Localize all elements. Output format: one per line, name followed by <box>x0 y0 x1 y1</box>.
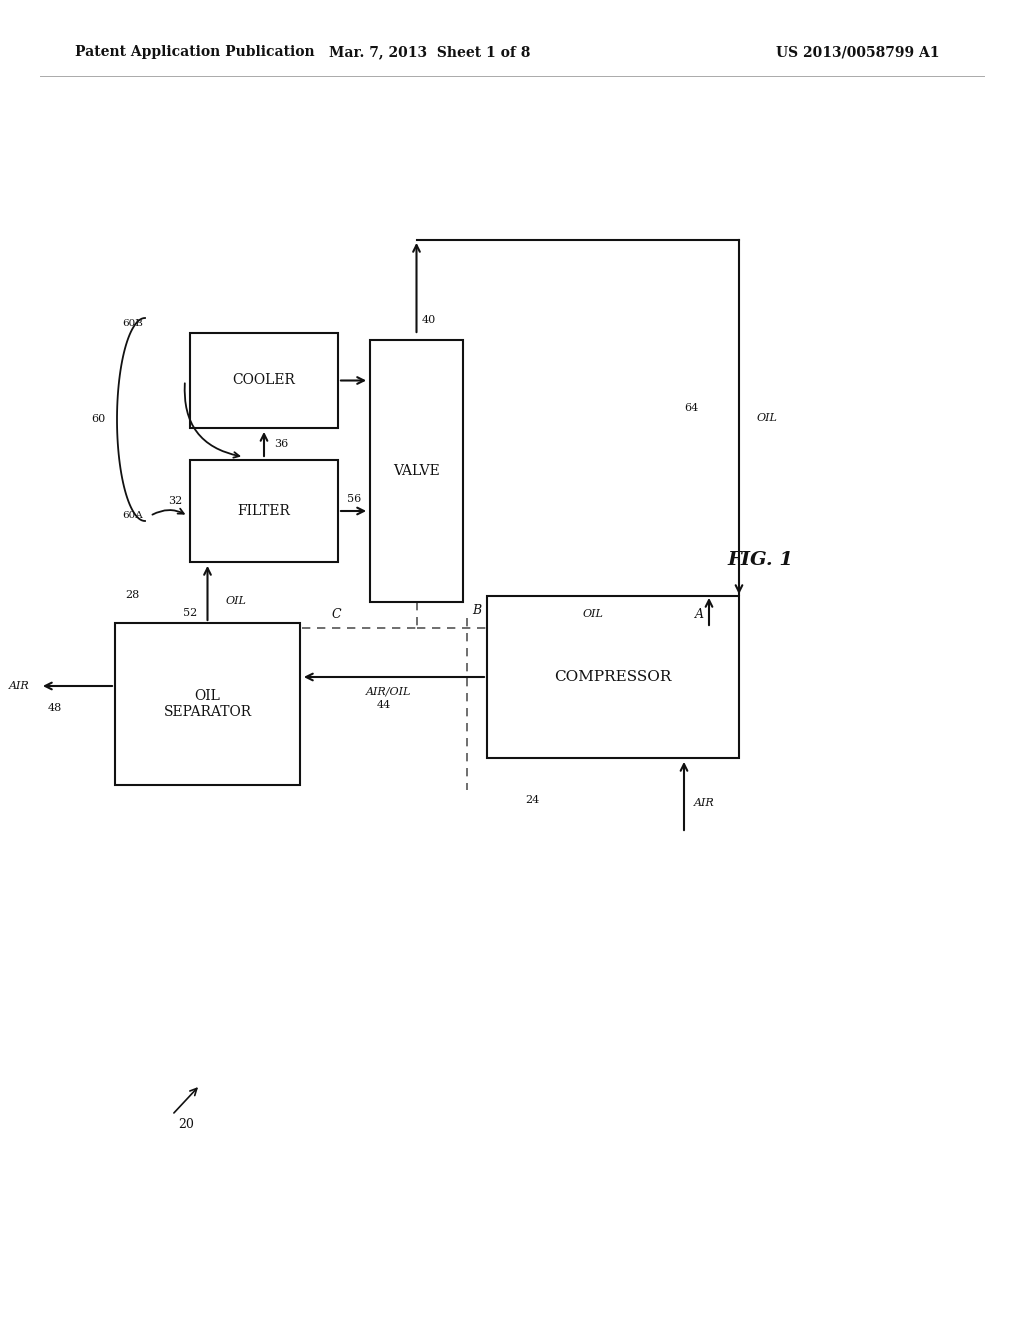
Text: 24: 24 <box>525 795 539 805</box>
Text: AIR/OIL: AIR/OIL <box>366 686 412 696</box>
Text: 20: 20 <box>178 1118 194 1131</box>
Text: 44: 44 <box>377 700 390 710</box>
Text: 52: 52 <box>182 609 197 618</box>
Text: A: A <box>695 607 705 620</box>
Text: AIR: AIR <box>694 799 715 808</box>
Text: 48: 48 <box>48 704 62 713</box>
Text: B: B <box>472 605 481 618</box>
Text: FIG. 1: FIG. 1 <box>727 550 793 569</box>
Text: US 2013/0058799 A1: US 2013/0058799 A1 <box>776 45 940 59</box>
FancyArrowPatch shape <box>153 508 183 515</box>
Text: FILTER: FILTER <box>238 504 291 517</box>
Bar <box>190 459 338 562</box>
Text: OIL
SEPARATOR: OIL SEPARATOR <box>164 689 252 719</box>
Text: OIL: OIL <box>583 609 603 619</box>
Text: AIR: AIR <box>9 681 30 690</box>
Text: Patent Application Publication: Patent Application Publication <box>75 45 314 59</box>
Text: VALVE: VALVE <box>393 465 440 478</box>
Text: 64: 64 <box>684 403 698 413</box>
Text: 32: 32 <box>168 496 182 506</box>
Bar <box>370 341 463 602</box>
FancyArrowPatch shape <box>184 383 240 458</box>
Text: OIL: OIL <box>225 597 247 606</box>
Text: C: C <box>332 607 342 620</box>
Text: COMPRESSOR: COMPRESSOR <box>554 671 672 684</box>
Text: COOLER: COOLER <box>232 374 296 388</box>
Bar <box>487 597 739 758</box>
Text: 60A: 60A <box>122 511 142 520</box>
Text: 36: 36 <box>274 440 288 449</box>
Text: 40: 40 <box>422 315 436 325</box>
Bar <box>115 623 300 785</box>
Text: 28: 28 <box>125 590 139 601</box>
Text: 60B: 60B <box>122 318 143 327</box>
Text: Mar. 7, 2013  Sheet 1 of 8: Mar. 7, 2013 Sheet 1 of 8 <box>330 45 530 59</box>
Text: OIL: OIL <box>757 413 778 422</box>
Bar <box>190 333 338 428</box>
Text: 56: 56 <box>347 494 361 504</box>
Text: 60: 60 <box>91 414 105 425</box>
